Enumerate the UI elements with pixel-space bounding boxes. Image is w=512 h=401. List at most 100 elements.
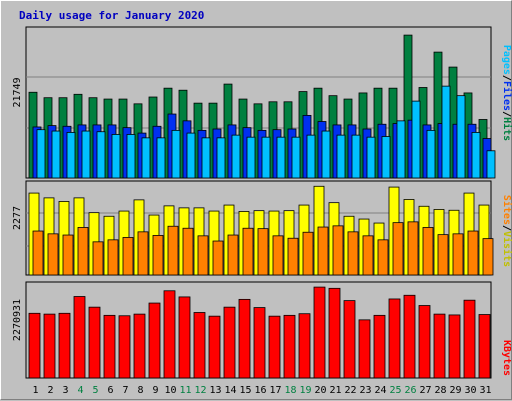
x-tick-label: 27 xyxy=(419,385,431,396)
x-tick-label: 5 xyxy=(92,385,98,396)
bar-kbytes-31 xyxy=(478,314,491,379)
bar-sites-25 xyxy=(392,222,404,276)
bar-kbytes-30 xyxy=(463,299,476,379)
bar-sites-21 xyxy=(332,225,344,276)
bar-pages-8 xyxy=(141,137,151,179)
bar-kbytes-27 xyxy=(418,305,431,379)
x-tick-label: 25 xyxy=(389,385,401,396)
bar-pages-9 xyxy=(156,137,166,179)
x-tick-label: 10 xyxy=(164,385,176,396)
bar-kbytes-2 xyxy=(43,313,56,379)
bar-pages-2 xyxy=(51,130,61,179)
x-tick-label: 31 xyxy=(479,385,491,396)
bar-kbytes-26 xyxy=(403,294,416,379)
bar-kbytes-14 xyxy=(223,306,236,379)
x-tick-label: 8 xyxy=(137,385,143,396)
bar-sites-1 xyxy=(32,230,44,276)
panel-kbytes-max-label: 2270931 xyxy=(12,299,23,341)
bar-sites-19 xyxy=(302,231,314,276)
bar-kbytes-7 xyxy=(118,315,131,379)
bar-sites-29 xyxy=(452,233,464,276)
bar-sites-14 xyxy=(227,234,239,276)
bar-sites-18 xyxy=(287,237,299,276)
x-tick-label: 30 xyxy=(464,385,476,396)
bar-pages-21 xyxy=(336,134,346,179)
x-tick-label: 19 xyxy=(299,385,311,396)
x-tick-label: 2 xyxy=(47,385,53,396)
bar-pages-3 xyxy=(66,132,76,179)
bar-sites-28 xyxy=(437,234,449,276)
chart-title: Daily usage for January 2020 xyxy=(19,9,205,22)
bar-pages-28 xyxy=(441,85,451,179)
bar-pages-25 xyxy=(396,120,406,179)
series-label-hits-files-pages: Pages/Files/Hits xyxy=(501,45,512,141)
bar-sites-11 xyxy=(182,227,194,276)
x-tick-label: 22 xyxy=(344,385,356,396)
bar-kbytes-1 xyxy=(28,312,41,379)
x-tick-label: 3 xyxy=(62,385,68,396)
bar-sites-13 xyxy=(212,240,224,276)
bar-kbytes-20 xyxy=(313,286,326,379)
bar-sites-30 xyxy=(467,230,479,276)
bar-pages-29 xyxy=(456,95,466,179)
bar-pages-10 xyxy=(171,129,181,179)
x-tick-label: 14 xyxy=(224,385,236,396)
bar-pages-14 xyxy=(231,134,241,179)
bar-kbytes-23 xyxy=(358,319,371,379)
bar-pages-18 xyxy=(291,136,301,179)
bar-pages-31 xyxy=(486,150,496,179)
bar-sites-27 xyxy=(422,227,434,276)
series-label-visits-sites: Sites/Visits xyxy=(501,195,512,267)
x-tick-label: 11 xyxy=(179,385,191,396)
bar-kbytes-21 xyxy=(328,287,341,379)
bar-kbytes-25 xyxy=(388,298,401,379)
bar-kbytes-17 xyxy=(268,315,281,379)
x-tick-label: 20 xyxy=(314,385,326,396)
bar-sites-23 xyxy=(362,235,374,276)
x-tick-label: 17 xyxy=(269,385,281,396)
bar-pages-20 xyxy=(321,130,331,179)
x-tick-label: 7 xyxy=(122,385,128,396)
bar-kbytes-6 xyxy=(103,314,116,379)
bar-sites-5 xyxy=(92,241,104,276)
bar-kbytes-24 xyxy=(373,314,386,379)
x-tick-label: 24 xyxy=(374,385,386,396)
bar-pages-15 xyxy=(246,136,256,179)
bar-pages-23 xyxy=(366,136,376,179)
bar-kbytes-28 xyxy=(433,313,446,379)
bar-sites-17 xyxy=(272,235,284,276)
series-label-kbytes: KBytes xyxy=(501,340,512,376)
bar-pages-22 xyxy=(351,134,361,179)
bar-kbytes-4 xyxy=(73,296,86,379)
bar-kbytes-29 xyxy=(448,314,461,379)
bar-kbytes-18 xyxy=(283,314,296,379)
bar-sites-6 xyxy=(107,239,119,276)
bar-sites-31 xyxy=(482,238,494,276)
bar-pages-6 xyxy=(111,134,121,179)
bar-kbytes-13 xyxy=(208,315,221,379)
bar-sites-22 xyxy=(347,231,359,276)
x-tick-label: 26 xyxy=(404,385,416,396)
bar-kbytes-15 xyxy=(238,298,251,379)
bar-sites-2 xyxy=(47,233,59,276)
bar-sites-9 xyxy=(152,235,164,276)
bar-pages-7 xyxy=(126,134,136,179)
x-tick-label: 21 xyxy=(329,385,341,396)
bar-sites-7 xyxy=(122,237,134,276)
x-tick-label: 18 xyxy=(284,385,296,396)
bar-pages-17 xyxy=(276,136,286,179)
bar-sites-3 xyxy=(62,234,74,276)
x-tick-label: 28 xyxy=(434,385,446,396)
bar-pages-19 xyxy=(306,134,316,179)
panel-hits-files-pages-max-label: 21749 xyxy=(12,77,23,107)
bar-pages-13 xyxy=(216,137,226,179)
bar-sites-26 xyxy=(407,221,419,276)
panel-visits-sites-max-label: 2277 xyxy=(12,206,23,230)
x-tick-label: 13 xyxy=(209,385,221,396)
bar-kbytes-10 xyxy=(163,290,176,379)
bar-pages-4 xyxy=(81,130,91,179)
bar-sites-12 xyxy=(197,235,209,276)
x-tick-label: 1 xyxy=(32,385,38,396)
